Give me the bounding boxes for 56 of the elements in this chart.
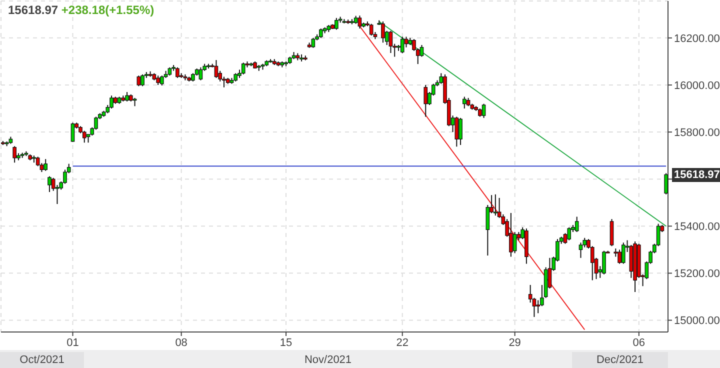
candlestick	[567, 226, 572, 241]
candlestick	[334, 17, 338, 30]
candlestick	[458, 117, 462, 146]
candlestick	[381, 20, 385, 44]
y-tick-label: 15800.00	[674, 126, 720, 139]
candlestick	[512, 232, 517, 254]
candlestick	[160, 75, 164, 86]
chart-subtitle: +238.18(+1.55%)	[61, 3, 154, 17]
candlestick	[156, 75, 160, 86]
x-tick-label: 15	[280, 336, 292, 349]
candlestick	[494, 194, 498, 216]
y-tick-label: 15200.00	[674, 268, 720, 280]
x-tick-label: 29	[508, 336, 521, 349]
candlestick	[610, 218, 614, 247]
candlestick	[578, 242, 583, 258]
candlestick	[214, 60, 218, 78]
candlestick	[12, 146, 16, 164]
y-tick-label: 16200.00	[674, 32, 720, 45]
candlestick	[44, 158, 48, 172]
candlestick	[311, 37, 316, 48]
candlestick	[424, 84, 428, 118]
candlestick	[82, 130, 86, 144]
candlestick	[140, 74, 144, 87]
text: 15618.97	[672, 168, 720, 182]
candlestick	[482, 103, 486, 118]
candlestick	[136, 75, 141, 87]
candlestick	[319, 28, 323, 38]
candlestick	[622, 242, 626, 264]
candlestick	[358, 15, 362, 30]
candlestick	[574, 216, 579, 233]
candlestick	[454, 116, 459, 148]
candlestick	[388, 30, 393, 54]
x-tick-label: 22	[396, 336, 408, 349]
y-tick-label: 16000.00	[674, 80, 720, 92]
y-tick-label: 15000.00	[674, 315, 720, 328]
candlestick	[176, 66, 180, 78]
text: Nov/2021	[84, 352, 572, 368]
candlestick	[125, 92, 129, 102]
candlestick	[198, 66, 203, 81]
candlestick	[400, 36, 404, 54]
candlestick	[110, 95, 114, 110]
candlestick	[462, 96, 466, 110]
candlestick	[241, 62, 246, 75]
candlestick	[369, 23, 374, 36]
candlestick	[602, 250, 606, 275]
chart-title: 15618.97	[8, 3, 58, 17]
y-tick-label: 15400.00	[674, 221, 720, 234]
x-tick-label: 06	[632, 336, 646, 349]
candlestick	[509, 212, 513, 258]
candlestick	[48, 176, 52, 193]
x-tick-label: 08	[175, 336, 188, 349]
candlestick	[70, 122, 75, 142]
candlestick	[664, 172, 668, 195]
text: Dec/2021	[572, 352, 668, 368]
x-tick-label: 01	[66, 336, 79, 349]
text: Oct/2021	[0, 352, 84, 368]
